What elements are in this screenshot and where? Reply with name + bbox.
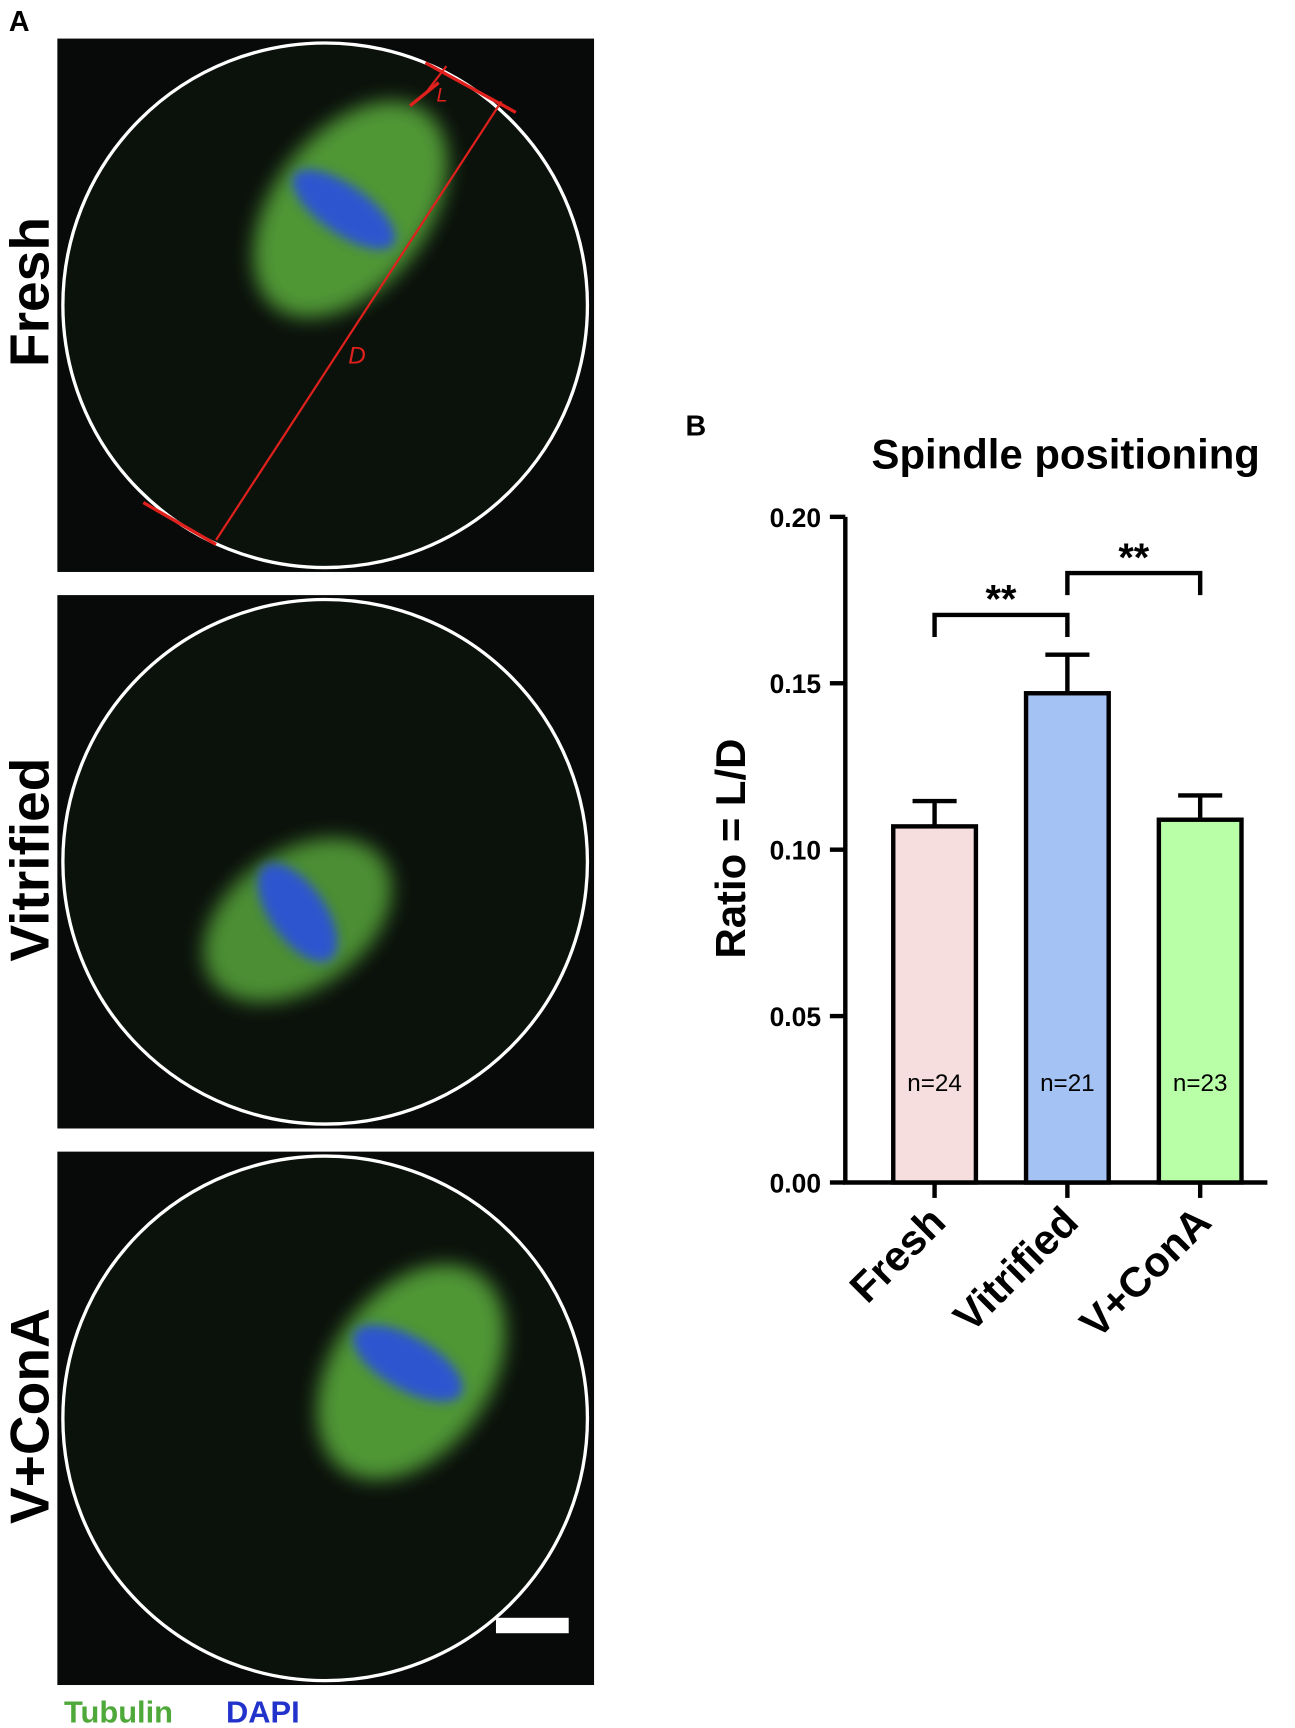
bar	[1156, 817, 1244, 1185]
panel-label: B	[686, 410, 707, 442]
micrograph	[57, 595, 595, 1129]
panel-label: A	[9, 6, 30, 38]
bar	[1023, 691, 1111, 1185]
x-tick-label: Vitrified	[944, 1197, 1087, 1340]
significance-bracket	[1065, 570, 1203, 596]
y-tick-label: 0.05	[770, 1002, 821, 1032]
micrograph	[57, 1151, 595, 1686]
y-axis-label: Ratio = L/D	[707, 739, 754, 959]
n-label: n=23	[1173, 1070, 1228, 1097]
x-tick-label: Fresh	[840, 1197, 954, 1311]
n-label: n=24	[907, 1070, 962, 1097]
row-label: Vitrified	[0, 758, 61, 962]
y-tick-label: 0.15	[770, 669, 821, 699]
chart-title: Spindle positioning	[872, 430, 1260, 477]
bar	[891, 824, 979, 1185]
micrograph: L D	[57, 38, 595, 572]
y-tick-label: 0.00	[770, 1168, 821, 1198]
legend-label: DAPI	[226, 1694, 300, 1728]
n-label: n=21	[1040, 1070, 1095, 1097]
y-tick-label: 0.20	[770, 503, 821, 533]
y-tick-label: 0.10	[770, 836, 821, 866]
bar-chart: 0.00 0.05 0.10 0.15 0.20 n=24 Fresh n=21 Vitrifi…	[770, 503, 1268, 1347]
row-label: Fresh	[0, 217, 61, 367]
significance-bracket	[932, 612, 1070, 637]
row-label: V+ConA	[0, 1308, 61, 1524]
x-tick-label: V+ConA	[1071, 1197, 1220, 1346]
legend-label: Tubulin	[64, 1694, 173, 1728]
significance-label: **	[1118, 536, 1149, 580]
annotation: L	[436, 84, 447, 106]
annotation: D	[348, 343, 366, 370]
significance-label: **	[986, 578, 1017, 622]
